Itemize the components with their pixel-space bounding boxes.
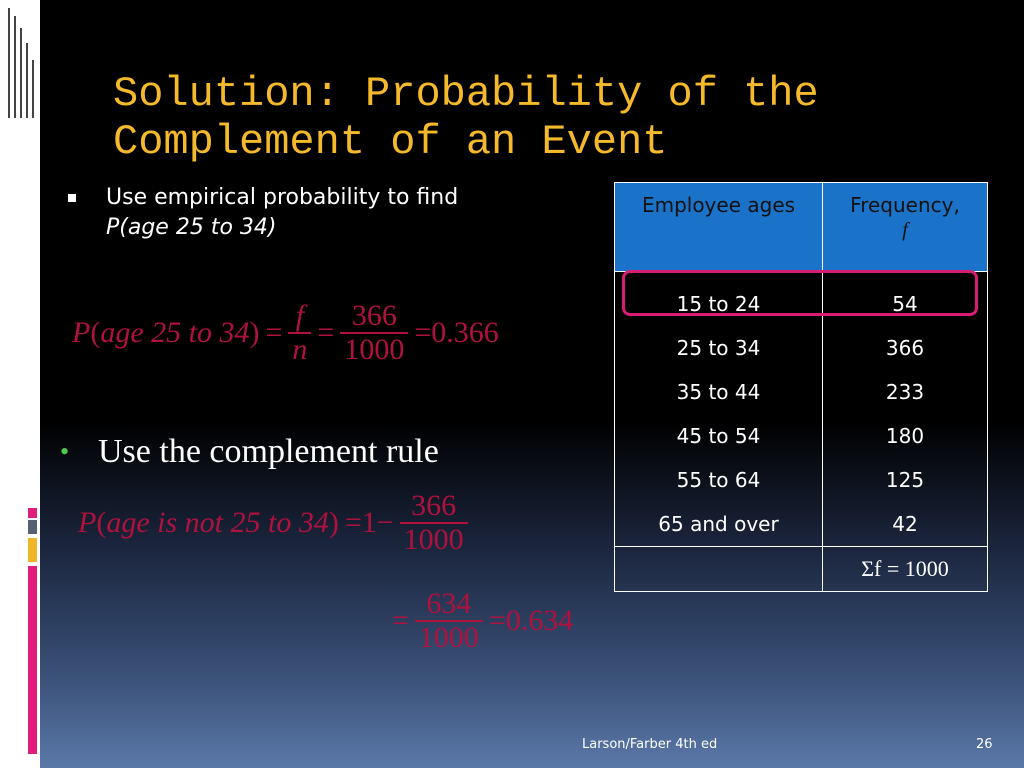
left-decor-strip <box>0 0 40 768</box>
formula-complement-result: = 634 1000 = 0.634 <box>392 587 574 654</box>
table-row: 55 to 64 <box>676 468 761 492</box>
bullet-empirical-text: Use empirical probability to find P(age … <box>106 183 576 243</box>
formula3-fraction: 634 1000 <box>414 587 483 654</box>
formula2-num: 366 <box>411 489 457 522</box>
formula1-inner: age 25 to 34 <box>100 316 250 349</box>
table-row: 25 to 34 <box>676 336 761 360</box>
table-row: 65 and over <box>658 512 779 536</box>
table-row: 54 <box>892 292 918 316</box>
header-frequency-label: Frequency, <box>850 193 960 217</box>
accent-bar-pink-long <box>28 566 37 754</box>
bullet-empirical-line2: P(age 25 to 34) <box>106 215 277 240</box>
formula1-P: P <box>72 316 91 349</box>
formula3-result: 0.634 <box>505 604 574 637</box>
accent-bar-yellow <box>28 538 37 562</box>
formula2-P: P <box>78 506 97 539</box>
table-row: 180 <box>885 424 925 448</box>
round-bullet-icon: • <box>60 437 70 466</box>
accent-bar-pink-top <box>28 508 37 518</box>
header-frequency: Frequency, f <box>822 182 988 272</box>
formula1-den: 1000 <box>340 332 409 366</box>
formula3-num: 634 <box>426 587 472 620</box>
ages-column: 15 to 24 25 to 34 35 to 44 45 to 54 55 t… <box>614 271 823 547</box>
bullet-complement-text: Use the complement rule <box>98 433 439 470</box>
formula3-den: 1000 <box>414 620 483 654</box>
sum-empty-cell <box>614 546 823 592</box>
table-row: 15 to 24 <box>676 292 761 316</box>
table-row: 45 to 54 <box>676 424 761 448</box>
bullet-empirical-line1: Use empirical probability to find <box>106 185 459 210</box>
table-row: 125 <box>885 468 925 492</box>
footer-source: Larson/Farber 4th ed <box>582 737 718 752</box>
table-row: 35 to 44 <box>676 380 761 404</box>
decor-lines-icon <box>8 8 34 118</box>
formula1-fraction-fn: f n <box>288 299 312 366</box>
accent-bar-gray <box>28 520 37 534</box>
row-highlight-outline <box>622 270 978 316</box>
formula2-one: 1 <box>361 506 377 539</box>
formula1-f: f <box>295 299 305 332</box>
header-frequency-symbol: f <box>902 219 908 241</box>
formula2-inner: age is not 25 to 34 <box>106 506 329 539</box>
table-row: 42 <box>892 512 918 536</box>
frequency-column: 54 366 233 180 125 42 <box>822 271 988 547</box>
square-bullet-icon <box>68 194 76 202</box>
table-row: 366 <box>885 336 925 360</box>
slide-title: Solution: Probability of the Complement … <box>113 70 819 166</box>
header-employee-ages: Employee ages <box>614 182 823 272</box>
formula1-fraction-values: 366 1000 <box>340 299 409 366</box>
formula2-fraction: 366 1000 <box>399 489 468 556</box>
formula1-num: 366 <box>351 299 397 332</box>
page-number: 26 <box>976 737 993 752</box>
formula1-n: n <box>288 332 312 366</box>
frequency-sum: Σf = 1000 <box>822 546 988 592</box>
formula2-den: 1000 <box>399 522 468 556</box>
frequency-table: Employee ages Frequency, f 15 to 24 25 t… <box>614 182 988 592</box>
formula-empirical: P(age 25 to 34) = f n = 366 1000 = 0.366 <box>72 299 499 366</box>
formula1-result: 0.366 <box>431 316 499 349</box>
formula-complement: P(age is not 25 to 34) = 1− 366 1000 <box>78 490 474 556</box>
table-row: 233 <box>885 380 925 404</box>
